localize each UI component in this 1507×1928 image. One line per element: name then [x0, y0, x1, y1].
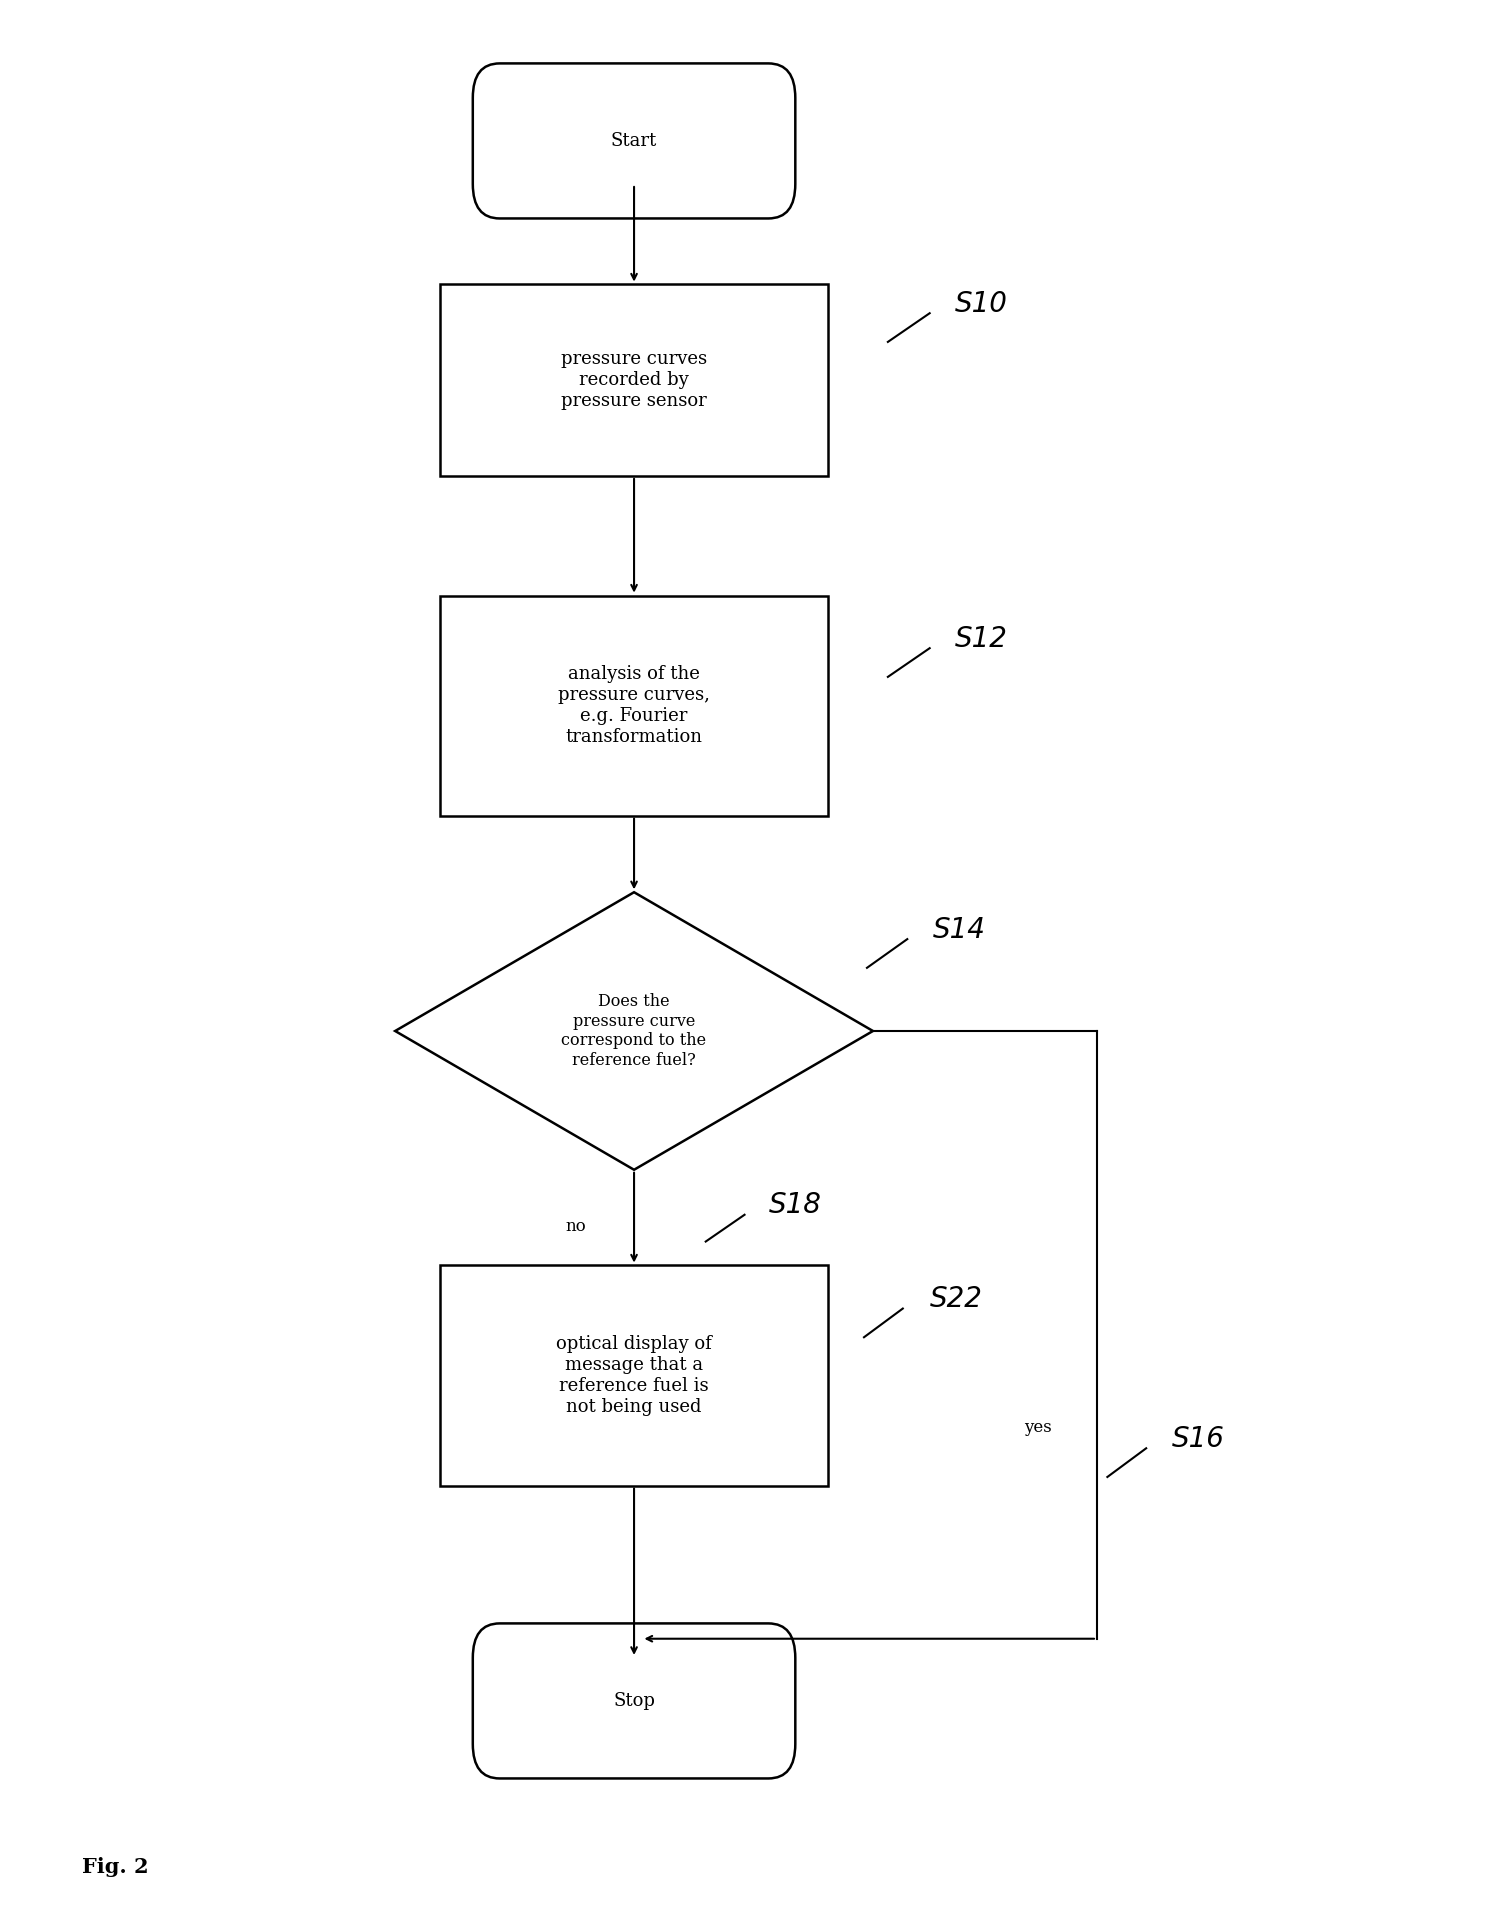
FancyBboxPatch shape — [473, 64, 796, 218]
Text: Stop: Stop — [613, 1693, 656, 1710]
Text: S18: S18 — [769, 1192, 821, 1218]
Bar — [440, 596, 829, 816]
Text: S16: S16 — [1171, 1425, 1225, 1452]
Text: S14: S14 — [933, 916, 986, 943]
Text: S12: S12 — [955, 625, 1008, 652]
Bar — [440, 1265, 829, 1486]
Text: no: no — [565, 1218, 586, 1234]
Text: S10: S10 — [955, 289, 1008, 318]
Bar — [440, 285, 829, 476]
FancyBboxPatch shape — [473, 1623, 796, 1778]
Text: yes: yes — [1025, 1419, 1052, 1436]
Text: Fig. 2: Fig. 2 — [81, 1857, 148, 1878]
Text: S22: S22 — [930, 1284, 983, 1313]
Text: Does the
pressure curve
correspond to the
reference fuel?: Does the pressure curve correspond to th… — [562, 993, 707, 1068]
Text: analysis of the
pressure curves,
e.g. Fourier
transformation: analysis of the pressure curves, e.g. Fo… — [558, 665, 710, 746]
Text: pressure curves
recorded by
pressure sensor: pressure curves recorded by pressure sen… — [561, 351, 707, 411]
Text: optical display of
message that a
reference fuel is
not being used: optical display of message that a refere… — [556, 1336, 711, 1415]
Text: Start: Start — [610, 131, 657, 150]
Polygon shape — [395, 893, 873, 1170]
